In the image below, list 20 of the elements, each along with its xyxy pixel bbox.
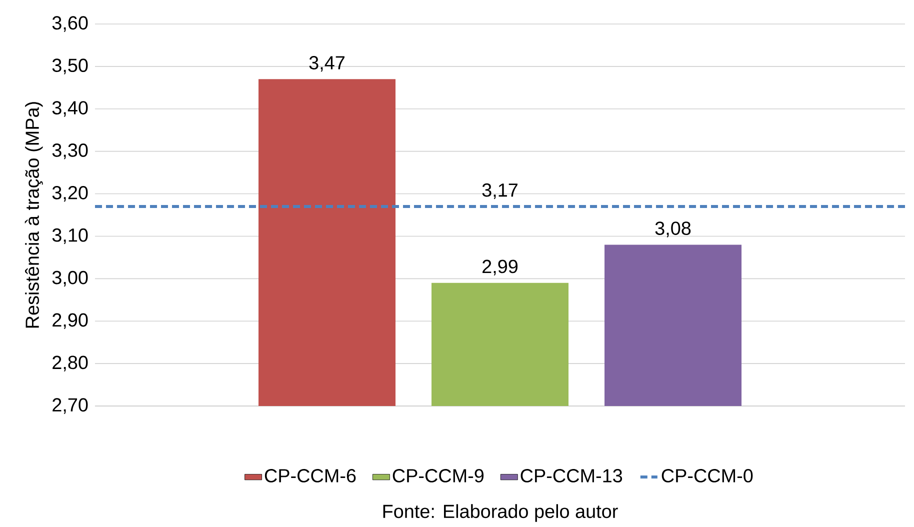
y-tick-label: 2,70 [52, 398, 88, 414]
y-tick-label: 3,60 [52, 16, 88, 32]
legend-label: CP-CCM-0 [662, 469, 753, 482]
y-tick-label: 3,10 [52, 228, 88, 244]
annotation: 3,17 [482, 183, 518, 200]
y-tick-label: 2,90 [52, 313, 88, 329]
y-tick-label: 3,20 [52, 186, 88, 202]
y-tick-label: 3,00 [52, 270, 88, 286]
legend-label: CP-CCM-6 [264, 469, 356, 482]
legend-label: CP-CCM-13 [520, 469, 622, 482]
source-note: Fonte: Elaborado pelo autor [383, 504, 618, 522]
data-label: 3,47 [309, 56, 344, 72]
y-tick-label: 3,30 [52, 144, 88, 160]
y-tick-label: 3,40 [52, 101, 88, 117]
y-tick-label: 2,80 [52, 356, 88, 372]
y-axis-title: Resistência à tração (MPa) [24, 102, 43, 328]
legend-label: CP-CCM-9 [392, 469, 484, 482]
data-label: 3,08 [655, 222, 691, 238]
y-tick-label: 3,50 [52, 58, 88, 74]
data-label: 2,99 [482, 260, 518, 276]
